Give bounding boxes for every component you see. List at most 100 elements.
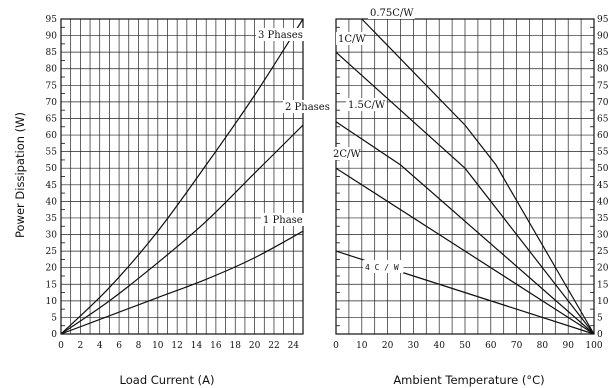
y-tick-label: 55 bbox=[46, 148, 58, 158]
y-tick-label: 95 bbox=[597, 15, 609, 25]
x-tick-label: 16 bbox=[210, 341, 222, 351]
series-line bbox=[361, 18, 595, 335]
y-tick-label: 90 bbox=[597, 32, 609, 42]
x-tick-label: 18 bbox=[230, 341, 242, 351]
y-tick-label: 40 bbox=[597, 197, 609, 207]
y-tick-label: 35 bbox=[46, 214, 58, 224]
y-tick-label: 50 bbox=[597, 164, 609, 174]
series-line bbox=[60, 18, 304, 335]
y-tick-label: 95 bbox=[46, 15, 58, 25]
y-tick-label: 20 bbox=[597, 264, 609, 274]
series-label: 1.5C/W bbox=[348, 100, 386, 111]
y-tick-label: 60 bbox=[597, 131, 609, 141]
series-label: 2C/W bbox=[333, 149, 361, 160]
y-tick-label: 75 bbox=[46, 81, 58, 91]
x-tick-label: 20 bbox=[382, 341, 394, 351]
x-tick-label: 0 bbox=[333, 341, 339, 351]
y-tick-label: 65 bbox=[597, 114, 609, 124]
y-tick-label: 25 bbox=[46, 247, 58, 257]
x-tick-label: 30 bbox=[408, 341, 420, 351]
y-tick-label: 60 bbox=[46, 131, 58, 141]
series-label-background bbox=[363, 260, 404, 273]
series-label: 1 Phase bbox=[263, 215, 303, 226]
y-tick-label: 55 bbox=[597, 148, 609, 158]
x-tick-label: 0 bbox=[58, 341, 64, 351]
x-tick-label: 20 bbox=[249, 341, 261, 351]
series-line bbox=[335, 121, 595, 335]
right-grid bbox=[335, 18, 595, 335]
y-tick-label: 10 bbox=[46, 297, 58, 307]
y-tick-label: 70 bbox=[597, 98, 609, 108]
y-tick-label: 85 bbox=[597, 48, 609, 58]
series-label: 2 Phases bbox=[285, 102, 330, 113]
x-tick-label: 90 bbox=[562, 341, 574, 351]
y-tick-label: 0 bbox=[51, 330, 57, 340]
series-label-background bbox=[261, 213, 308, 226]
chart-ambient-temperature: 0.75C/W1C/W1.5C/W2C/W4 C / W 0 10 20 30 40 50… bbox=[331, 6, 609, 387]
series-line bbox=[60, 230, 304, 335]
y-tick-label: 35 bbox=[597, 214, 609, 224]
series-label-background bbox=[336, 32, 365, 45]
plot-frame bbox=[60, 18, 304, 335]
y-tick-label: 5 bbox=[597, 313, 603, 323]
y-tick-label: 80 bbox=[597, 65, 609, 75]
x-tick-label: 100 bbox=[585, 341, 602, 351]
y-tick-label: 0 bbox=[597, 330, 603, 340]
plot-frame bbox=[335, 18, 595, 335]
x-tick-label: 60 bbox=[485, 341, 497, 351]
y-tick-label: 80 bbox=[46, 65, 58, 75]
y-tick-label: 20 bbox=[46, 264, 58, 274]
x-tick-label: 24 bbox=[288, 341, 300, 351]
x-tick-label: 10 bbox=[152, 341, 164, 351]
series-label-background bbox=[346, 98, 387, 111]
x-tick-label: 10 bbox=[356, 341, 368, 351]
y-tick-label: 50 bbox=[46, 164, 58, 174]
series-label: 0.75C/W bbox=[370, 8, 414, 19]
y-tick-label: 85 bbox=[46, 48, 58, 58]
series-line bbox=[335, 167, 595, 335]
right-x-axis-title: Ambient Temperature (°C) bbox=[393, 373, 544, 387]
series-label-background bbox=[368, 6, 415, 19]
series-label-background bbox=[283, 100, 336, 113]
series-label-background bbox=[256, 28, 309, 41]
left-tick-labels: 0 2 4 6 8 10 12 14 16 18 20 22 240510152025303540455… bbox=[46, 15, 300, 351]
left-curves bbox=[60, 18, 304, 335]
left-y-axis-title: Power Dissipation (W) bbox=[13, 112, 27, 238]
y-tick-label: 5 bbox=[51, 313, 57, 323]
x-tick-label: 14 bbox=[191, 341, 203, 351]
y-tick-label: 40 bbox=[46, 197, 58, 207]
x-tick-label: 22 bbox=[268, 341, 279, 351]
y-tick-label: 45 bbox=[597, 181, 609, 191]
y-tick-label: 90 bbox=[46, 32, 58, 42]
series-line bbox=[60, 124, 304, 335]
series-label: 3 Phases bbox=[258, 30, 303, 41]
x-tick-label: 6 bbox=[116, 341, 122, 351]
x-tick-label: 4 bbox=[97, 341, 103, 351]
y-tick-label: 30 bbox=[597, 231, 609, 241]
series-label: 4 C / W bbox=[365, 263, 399, 272]
left-grid bbox=[60, 18, 304, 335]
y-tick-label: 75 bbox=[597, 81, 609, 91]
y-tick-label: 45 bbox=[46, 181, 58, 191]
x-tick-label: 8 bbox=[136, 341, 142, 351]
y-tick-label: 10 bbox=[597, 297, 609, 307]
series-line bbox=[335, 51, 595, 335]
y-tick-label: 70 bbox=[46, 98, 58, 108]
y-tick-label: 15 bbox=[597, 280, 609, 290]
y-tick-label: 15 bbox=[46, 280, 58, 290]
series-label-background bbox=[331, 147, 360, 160]
y-tick-label: 25 bbox=[597, 247, 609, 257]
x-tick-label: 2 bbox=[77, 341, 83, 351]
x-tick-label: 70 bbox=[511, 341, 523, 351]
left-series-labels: 3 Phases 2 Phases 1 Phase bbox=[258, 30, 330, 226]
right-series-labels: 0.75C/W 1C/W 1.5C/W 2C/W 4 C / W bbox=[333, 8, 414, 272]
right-tick-labels: 0 10 20 30 40 50 60 70 80 90 100051015202530354045… bbox=[333, 15, 609, 351]
y-tick-label: 65 bbox=[46, 114, 58, 124]
right-series-label-backgrounds bbox=[331, 6, 415, 273]
x-tick-label: 50 bbox=[459, 341, 471, 351]
x-tick-label: 40 bbox=[433, 341, 445, 351]
y-tick-label: 30 bbox=[46, 231, 58, 241]
x-tick-label: 12 bbox=[171, 341, 182, 351]
